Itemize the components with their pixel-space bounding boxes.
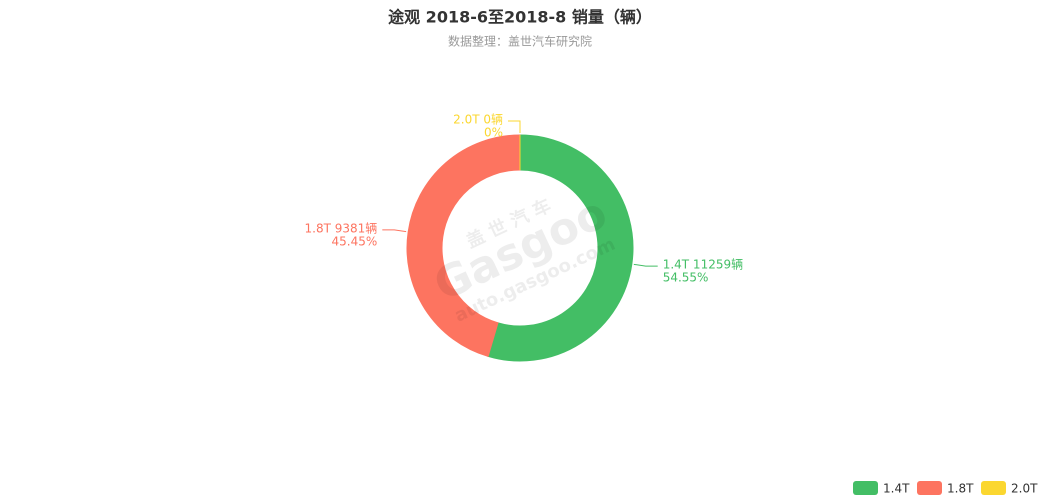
chart-subtitle: 数据整理：盖世汽车研究院 [448, 34, 592, 49]
donut-slice [406, 134, 521, 358]
leader-line [382, 229, 407, 233]
chart-title: 途观 2018-6至2018-8 销量（辆） [388, 8, 652, 27]
donut-slice [487, 134, 634, 362]
legend-label: 1.4T [883, 482, 910, 496]
legend-swatch [853, 481, 878, 495]
data-label: 1.4T 11259辆 [663, 258, 743, 272]
legend-swatch [981, 481, 1006, 495]
percent-label: 54.55% [663, 271, 709, 285]
legend-label: 1.8T [947, 482, 974, 496]
percent-label: 0% [484, 126, 503, 140]
leader-line [508, 120, 521, 133]
data-label: 1.8T 9381辆 [305, 221, 378, 235]
leader-line [633, 263, 658, 267]
data-label: 2.0T 0辆 [453, 113, 503, 127]
legend-label: 2.0T [1011, 482, 1038, 496]
legend-swatch [917, 481, 942, 495]
percent-label: 45.45% [332, 234, 378, 248]
